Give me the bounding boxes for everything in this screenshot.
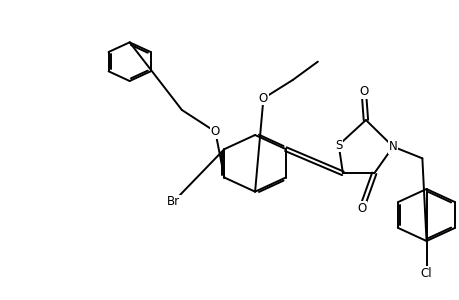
Text: O: O — [358, 85, 368, 98]
Text: Br: Br — [167, 195, 180, 208]
Text: Cl: Cl — [420, 267, 431, 280]
Text: O: O — [210, 125, 219, 138]
Text: O: O — [258, 92, 268, 105]
Text: O: O — [356, 202, 365, 215]
Text: N: N — [388, 140, 397, 153]
Text: S: S — [334, 139, 341, 152]
